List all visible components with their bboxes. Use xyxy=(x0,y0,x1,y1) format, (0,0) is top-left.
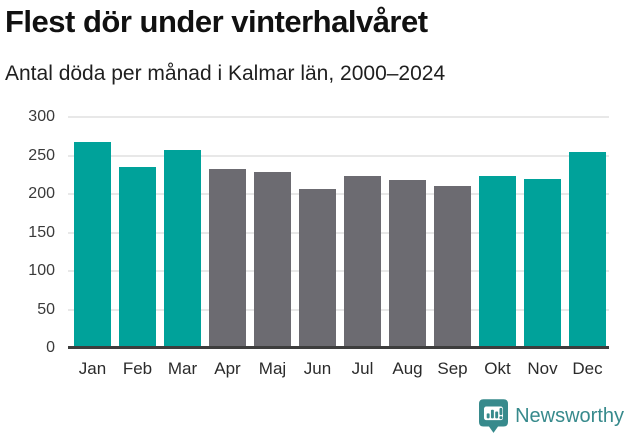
chart-subtitle: Antal döda per månad i Kalmar län, 2000–… xyxy=(5,62,446,85)
x-tick-label-Nov: Nov xyxy=(527,359,558,378)
x-tick-label-Jul: Jul xyxy=(351,359,374,378)
y-tick-label-200: 200 xyxy=(28,185,55,202)
bar-Nov xyxy=(524,179,561,348)
brand-footer: Newsworthy xyxy=(479,399,624,434)
x-tick-label-Jun: Jun xyxy=(303,359,332,378)
bar-Maj xyxy=(254,171,291,348)
y-tick-label-250: 250 xyxy=(28,146,55,164)
bar-Sep xyxy=(434,186,471,348)
x-tick-label-Mar: Mar xyxy=(167,359,198,378)
plot-area xyxy=(68,116,609,349)
gridline-150 xyxy=(68,231,609,234)
gridline-250 xyxy=(68,154,609,157)
x-tick-label-Okt: Okt xyxy=(484,359,511,378)
newsworthy-logo-icon xyxy=(479,399,509,433)
bar-Feb xyxy=(119,167,156,348)
gridline-200 xyxy=(68,193,609,195)
x-tick-label-Feb: Feb xyxy=(122,359,153,378)
gridline-100 xyxy=(68,270,609,272)
x-tick-label-Maj: Maj xyxy=(258,359,287,378)
x-tick-label-Dec: Dec xyxy=(572,359,603,378)
bar-Aug xyxy=(389,180,426,348)
bar-Jun xyxy=(299,188,336,348)
bar-Jan xyxy=(74,142,111,348)
bar-Okt xyxy=(479,175,516,348)
x-tick-label-Jan: Jan xyxy=(78,359,107,378)
brand-name: Newsworthy xyxy=(515,405,624,427)
x-tick-label-Aug: Aug xyxy=(392,359,423,378)
bar-Jul xyxy=(344,175,381,348)
y-tick-label-150: 150 xyxy=(28,223,55,241)
y-tick-label-300: 300 xyxy=(28,108,55,125)
y-tick-label-0: 0 xyxy=(46,339,55,356)
gridline-300 xyxy=(68,116,609,118)
x-axis-line xyxy=(68,346,609,349)
y-tick-label-50: 50 xyxy=(37,300,55,318)
y-tick-label-100: 100 xyxy=(28,262,55,279)
x-tick-label-Sep: Sep xyxy=(437,359,468,378)
bar-Apr xyxy=(209,168,246,348)
bar-Dec xyxy=(569,151,606,348)
gridline-50 xyxy=(68,308,609,311)
x-tick-label-Apr: Apr xyxy=(214,359,241,378)
bar-Mar xyxy=(164,150,201,348)
chart-title: Flest dör under vinterhalvåret xyxy=(5,4,428,39)
